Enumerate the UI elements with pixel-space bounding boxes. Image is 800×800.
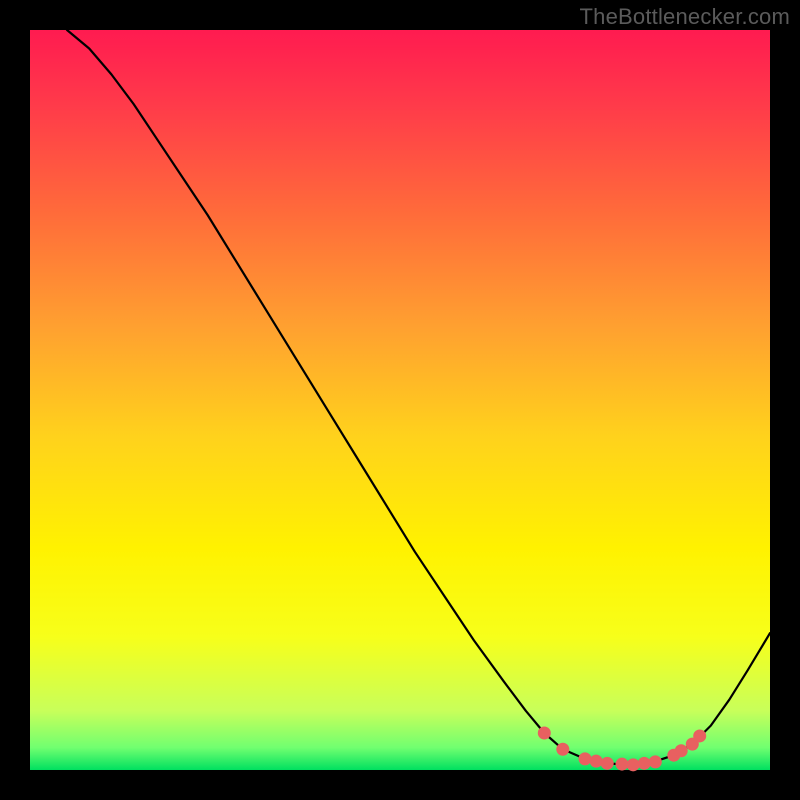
data-point-marker bbox=[590, 755, 603, 768]
data-point-marker bbox=[601, 757, 614, 770]
chart-svg bbox=[0, 0, 800, 800]
plot-area bbox=[30, 30, 770, 770]
data-point-marker bbox=[627, 758, 640, 771]
data-point-marker bbox=[649, 755, 662, 768]
data-point-marker bbox=[556, 743, 569, 756]
data-point-marker bbox=[675, 744, 688, 757]
data-point-marker bbox=[693, 729, 706, 742]
data-point-marker bbox=[579, 752, 592, 765]
chart-stage: TheBottlenecker.com bbox=[0, 0, 800, 800]
data-point-marker bbox=[616, 758, 629, 771]
data-point-marker bbox=[638, 757, 651, 770]
data-point-marker bbox=[538, 727, 551, 740]
watermark-text: TheBottlenecker.com bbox=[580, 4, 790, 30]
